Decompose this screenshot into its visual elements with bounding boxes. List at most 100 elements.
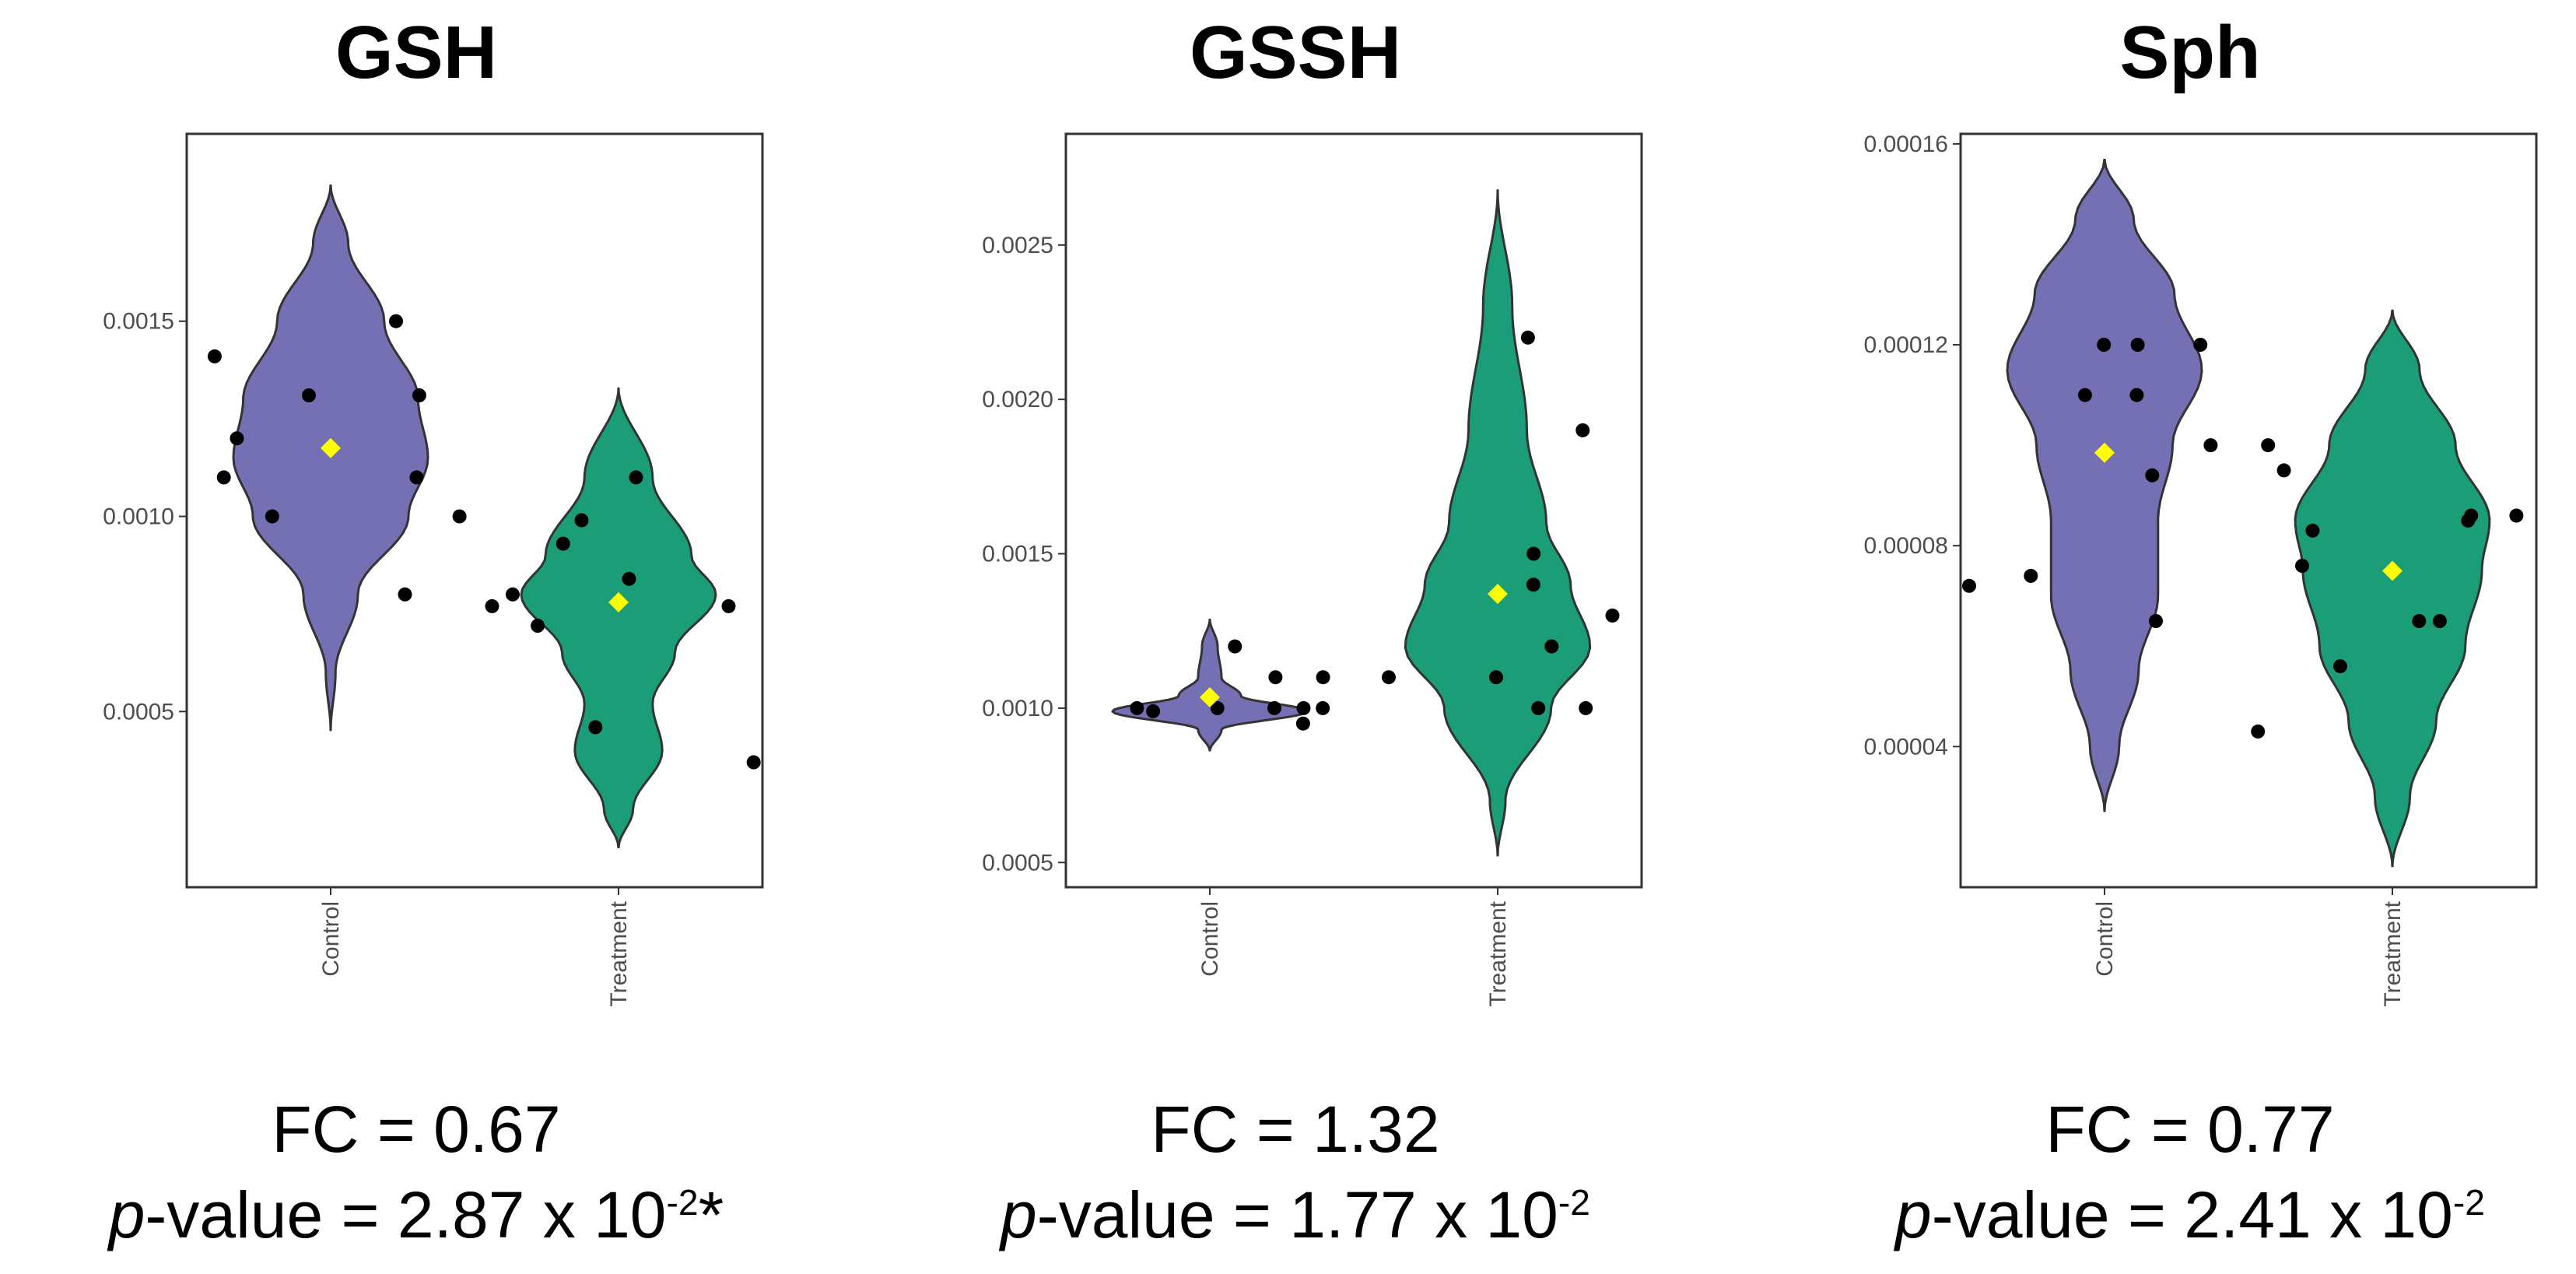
data-point xyxy=(588,720,603,735)
mean-marker xyxy=(2094,442,2115,463)
data-point xyxy=(1531,700,1546,715)
p-value-exponent: -2 xyxy=(666,1182,699,1223)
data-point xyxy=(2509,508,2524,523)
data-point xyxy=(398,587,412,602)
data-point xyxy=(409,470,424,485)
violin-treatment xyxy=(2294,309,2491,868)
p-value-prefix: p xyxy=(1895,1178,1932,1252)
x-tick-label: Treatment xyxy=(606,900,632,1006)
data-point xyxy=(2024,568,2038,583)
data-point xyxy=(506,587,520,602)
data-point xyxy=(2412,614,2427,628)
data-point xyxy=(216,470,231,485)
x-tick-label: Control xyxy=(1197,901,1223,977)
mean-marker xyxy=(321,437,341,458)
plot-frame xyxy=(1064,132,1643,889)
data-point xyxy=(531,619,545,633)
fold-change-label: FC = 0.67 xyxy=(272,1093,561,1166)
y-tick-label: 0.0025 xyxy=(982,233,1053,258)
violin-chart: 0.0005 0.0010 0.0015 0.0020 0.0025 Control Tre… xyxy=(982,132,1643,1007)
data-point xyxy=(1962,578,1976,593)
data-point xyxy=(1267,700,1281,715)
p-value-prefix: p xyxy=(108,1178,145,1252)
mean-marker xyxy=(608,591,629,612)
data-point xyxy=(2145,468,2160,483)
p-value-label: p-value = 2.87 x 10-2* xyxy=(8,1179,825,1251)
data-point xyxy=(1520,330,1535,345)
data-point xyxy=(2129,388,2144,402)
data-point xyxy=(1526,577,1540,592)
fold-change-label: FC = 1.32 xyxy=(1151,1093,1440,1166)
data-point xyxy=(1295,716,1310,731)
data-point xyxy=(1579,700,1593,715)
data-point xyxy=(1146,704,1161,718)
x-tick-label: Control xyxy=(2092,901,2118,977)
data-point xyxy=(2097,338,2112,352)
data-point xyxy=(2193,338,2208,352)
stats-block: FC = 1.32 p-value = 1.77 x 10-2 xyxy=(887,1093,1704,1251)
violin-chart: 0.0005 0.0010 0.0015 Control Treatment xyxy=(103,132,764,1007)
data-point xyxy=(556,536,570,551)
x-tick-label: Treatment xyxy=(1485,900,1511,1006)
p-value-label: p-value = 2.41 x 10-2 xyxy=(1782,1179,2576,1251)
violin-control xyxy=(1111,618,1309,752)
mean-marker xyxy=(1200,687,1220,708)
y-tick-label: 0.00012 xyxy=(1864,332,1948,358)
data-point xyxy=(746,755,761,770)
data-point xyxy=(2203,438,2218,453)
x-tick-label: Treatment xyxy=(2380,900,2406,1006)
chart-title: GSH xyxy=(335,11,498,94)
data-point xyxy=(574,513,589,528)
chart-panel-gsh: GSH 0.0005 0.0010 0.0015 Control Treatment F… xyxy=(8,0,825,1274)
data-point xyxy=(302,388,316,402)
data-point xyxy=(2305,523,2320,538)
data-point xyxy=(2149,614,2163,628)
chart-panel-sph: Sph 0.00004 0.00008 0.00012 0.00016 Control T… xyxy=(1782,0,2576,1274)
data-point xyxy=(230,431,244,446)
violin-treatment xyxy=(1404,189,1592,857)
data-point xyxy=(1316,670,1330,685)
data-point xyxy=(1489,670,1503,685)
data-point xyxy=(1544,639,1559,654)
data-point xyxy=(389,314,403,328)
y-tick-label: 0.0005 xyxy=(982,850,1053,876)
data-point xyxy=(452,509,467,524)
data-point xyxy=(2333,659,2347,674)
data-point xyxy=(1316,700,1330,715)
data-point xyxy=(1296,700,1311,715)
p-value-text: -value = 2.87 x 10 xyxy=(145,1178,667,1252)
data-point xyxy=(412,388,426,402)
data-point xyxy=(2130,338,2145,352)
data-point xyxy=(2261,438,2276,453)
mean-marker xyxy=(2382,560,2403,581)
data-point xyxy=(721,598,736,613)
y-tick-label: 0.00004 xyxy=(1864,734,1948,760)
y-tick-label: 0.0015 xyxy=(982,542,1053,567)
data-point xyxy=(2295,559,2309,573)
fold-change-label: FC = 0.77 xyxy=(2045,1093,2335,1166)
chart-title: Sph xyxy=(2119,11,2261,94)
x-tick-label: Control xyxy=(318,901,344,977)
data-point xyxy=(2432,614,2447,628)
data-point xyxy=(1268,670,1283,685)
p-value-text: -value = 1.77 x 10 xyxy=(1036,1178,1558,1252)
data-point xyxy=(1210,700,1225,715)
data-point xyxy=(1575,423,1590,437)
plot-frame xyxy=(1959,132,2538,889)
chart-panel-gssh: GSSH 0.0005 0.0010 0.0015 0.0020 0.0025 Contr… xyxy=(887,0,1704,1274)
data-point xyxy=(622,571,636,586)
data-point xyxy=(207,349,222,363)
p-value-text: -value = 2.41 x 10 xyxy=(1931,1178,2453,1252)
data-point xyxy=(2276,463,2291,478)
y-tick-label: 0.0020 xyxy=(982,387,1053,412)
y-tick-label: 0.0015 xyxy=(103,309,174,335)
y-tick-label: 0.0005 xyxy=(103,699,174,725)
data-point xyxy=(265,509,279,524)
plot-frame xyxy=(185,132,764,889)
violin-treatment xyxy=(520,387,717,849)
data-point xyxy=(1130,700,1144,715)
data-point xyxy=(1382,670,1396,685)
y-tick-label: 0.00008 xyxy=(1864,533,1948,559)
y-tick-label: 0.0010 xyxy=(103,504,174,530)
p-value-prefix: p xyxy=(1001,1178,1037,1252)
